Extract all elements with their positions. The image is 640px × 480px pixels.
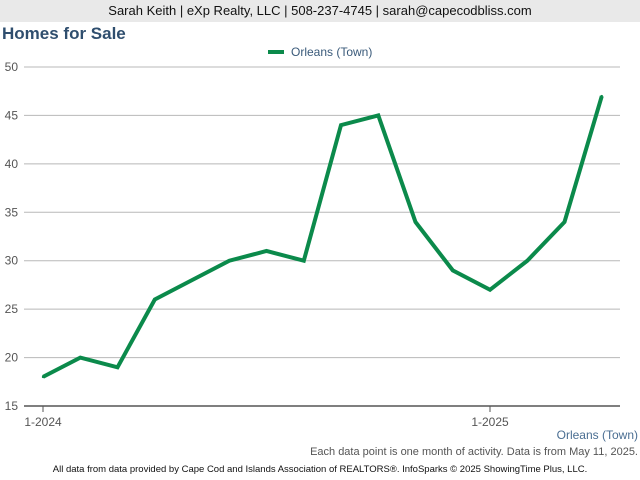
data-point: [377, 114, 380, 117]
contact-banner: Sarah Keith | eXp Realty, LLC | 508-237-…: [0, 0, 640, 22]
y-tick-label: 35: [5, 205, 19, 219]
legend-label: Orleans (Town): [290, 45, 373, 59]
data-point: [190, 278, 194, 282]
data-point: [600, 94, 603, 98]
data-point: [488, 288, 492, 291]
data-point: [228, 259, 231, 262]
y-tick-label: 50: [5, 60, 19, 74]
x-tick-label: 1-2025: [471, 415, 509, 429]
legend: Orleans (Town): [0, 45, 640, 59]
y-tick-label: 15: [5, 399, 19, 413]
data-point: [116, 366, 119, 369]
legend-swatch: [267, 49, 284, 54]
data-note: Each data point is one month of activity…: [310, 446, 638, 458]
y-tick-label: 25: [5, 302, 19, 316]
data-point: [451, 269, 454, 272]
series-corner-label: Orleans (Town): [556, 428, 638, 442]
data-point: [563, 220, 566, 224]
data-point: [41, 375, 45, 379]
data-point: [414, 220, 417, 224]
y-tick-label: 20: [5, 351, 19, 365]
footer-credit: All data from data provided by Cape Cod …: [52, 464, 588, 475]
series-line: [42, 95, 604, 379]
y-tick-label: 40: [5, 157, 19, 171]
data-point: [526, 259, 529, 262]
data-point: [339, 123, 343, 127]
y-tick-label: 30: [5, 254, 19, 268]
data-point: [153, 298, 156, 301]
data-point: [79, 356, 82, 359]
data-point: [265, 249, 268, 253]
data-point: [302, 259, 305, 262]
chart-title: Homes for Sale: [2, 24, 126, 43]
x-tick-label: 1-2024: [24, 415, 62, 429]
y-tick-label: 45: [5, 108, 19, 122]
